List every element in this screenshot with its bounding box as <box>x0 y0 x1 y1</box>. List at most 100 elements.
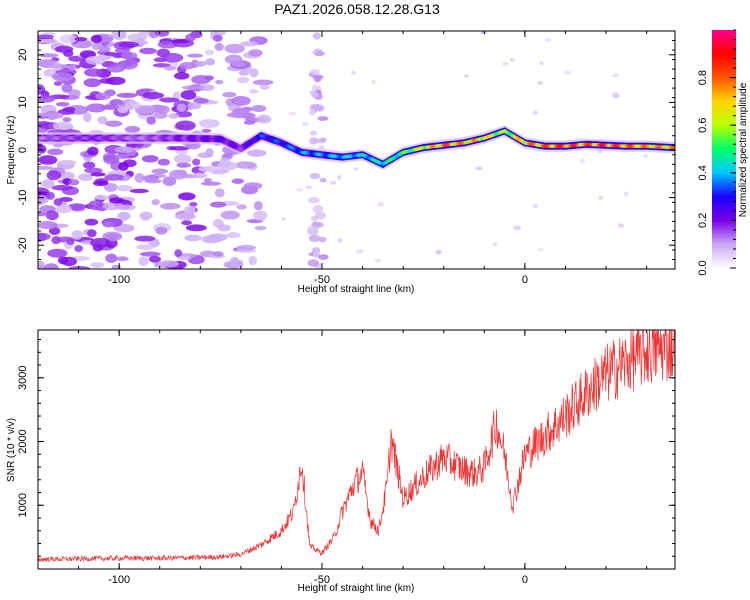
noise-blob <box>63 49 74 58</box>
noise-blob <box>173 154 192 164</box>
noise-blob <box>119 59 138 70</box>
noise-blob <box>177 255 192 261</box>
noise-blob <box>51 236 62 245</box>
noise-blob <box>38 112 54 118</box>
noise-blob <box>138 256 149 267</box>
y-tick-label: 0 <box>17 147 29 153</box>
noise-blob <box>68 266 91 269</box>
noise-blob <box>314 211 327 220</box>
noise-blob <box>86 146 99 156</box>
noise-blob <box>307 197 320 204</box>
noise-blob <box>200 181 222 186</box>
noise-blob <box>226 112 249 118</box>
noise-blob <box>87 229 97 238</box>
noise-blob <box>193 97 210 104</box>
noise-blob <box>84 218 99 226</box>
noise-blob <box>215 79 224 85</box>
noise-blob <box>152 63 171 68</box>
noise-blob <box>102 231 123 242</box>
noise-blob <box>55 101 70 107</box>
noise-blob <box>492 242 498 247</box>
noise-blob <box>329 180 337 185</box>
noise-blob <box>308 108 315 116</box>
noise-blob <box>184 205 196 215</box>
y-tick-label: 2000 <box>17 429 29 453</box>
noise-blob <box>38 95 56 103</box>
noise-blob <box>83 112 92 123</box>
noise-blob <box>240 41 259 47</box>
noise-blob <box>222 91 237 98</box>
spectrogram-x-label: Height of straight line (km) <box>298 284 415 295</box>
noise-blob <box>371 80 376 85</box>
noise-blob <box>38 155 58 165</box>
noise-blob <box>113 224 135 233</box>
noise-blob <box>86 103 107 113</box>
x-tick-label: -50 <box>314 574 330 586</box>
noise-blob <box>134 172 145 183</box>
noise-blob <box>157 105 170 115</box>
noise-blob <box>475 166 483 171</box>
noise-blob <box>142 91 165 100</box>
noise-blob <box>187 102 202 110</box>
noise-blob <box>192 158 201 166</box>
noise-blob <box>302 121 309 127</box>
noise-blob <box>249 89 259 94</box>
noise-blob <box>68 203 86 211</box>
noise-blob <box>99 45 111 53</box>
y-tick-label: 10 <box>17 96 29 108</box>
noise-blob <box>312 32 321 40</box>
noise-blob <box>611 73 619 77</box>
noise-blob <box>62 106 76 113</box>
noise-blob <box>353 167 359 171</box>
noise-blob <box>314 51 326 57</box>
noise-blob <box>310 130 317 136</box>
noise-blob <box>288 111 297 116</box>
noise-blob <box>114 153 130 160</box>
noise-blob <box>62 117 72 123</box>
noise-blob <box>118 41 140 48</box>
y-tick-label: -10 <box>17 190 29 206</box>
noise-blob <box>169 169 188 180</box>
noise-blob <box>68 179 80 186</box>
noise-blob <box>253 210 268 221</box>
noise-blob <box>53 198 63 206</box>
noise-blob <box>103 51 117 57</box>
noise-blob <box>464 74 469 78</box>
noise-blob <box>312 251 319 259</box>
noise-blob <box>210 201 227 208</box>
y-tick-label: 20 <box>17 49 29 61</box>
noise-blob <box>184 234 202 242</box>
noise-blob <box>176 162 192 168</box>
noise-blob <box>158 260 179 268</box>
noise-blob <box>58 159 77 165</box>
noise-blob <box>52 121 73 131</box>
noise-blob <box>92 180 109 187</box>
noise-blob <box>59 34 78 44</box>
noise-blob <box>213 34 223 42</box>
noise-blob <box>38 220 58 230</box>
noise-blob <box>120 51 138 60</box>
noise-blob <box>116 92 138 98</box>
y-tick-label: 3000 <box>17 366 29 390</box>
noise-blob <box>129 188 149 194</box>
snr-ticks: -100 -50 0 1000 2000 3000 <box>17 330 675 586</box>
noise-blob <box>114 62 127 67</box>
noise-blob <box>537 247 544 252</box>
noise-blob <box>254 225 267 231</box>
noise-blob <box>67 64 78 71</box>
noise-blob <box>66 238 75 246</box>
noise-blob <box>148 255 161 263</box>
noise-blob <box>94 92 111 101</box>
noise-blob <box>105 76 126 86</box>
noise-blob <box>117 106 129 114</box>
noise-blob <box>118 162 129 171</box>
noise-blob <box>90 262 105 268</box>
snr-frame <box>37 329 676 570</box>
noise-blob <box>140 251 161 257</box>
spectrogram-y-label: Frequency (Hz) <box>6 116 17 185</box>
noise-blob <box>185 33 197 42</box>
noise-blob <box>175 120 196 131</box>
noise-blob <box>168 113 180 119</box>
